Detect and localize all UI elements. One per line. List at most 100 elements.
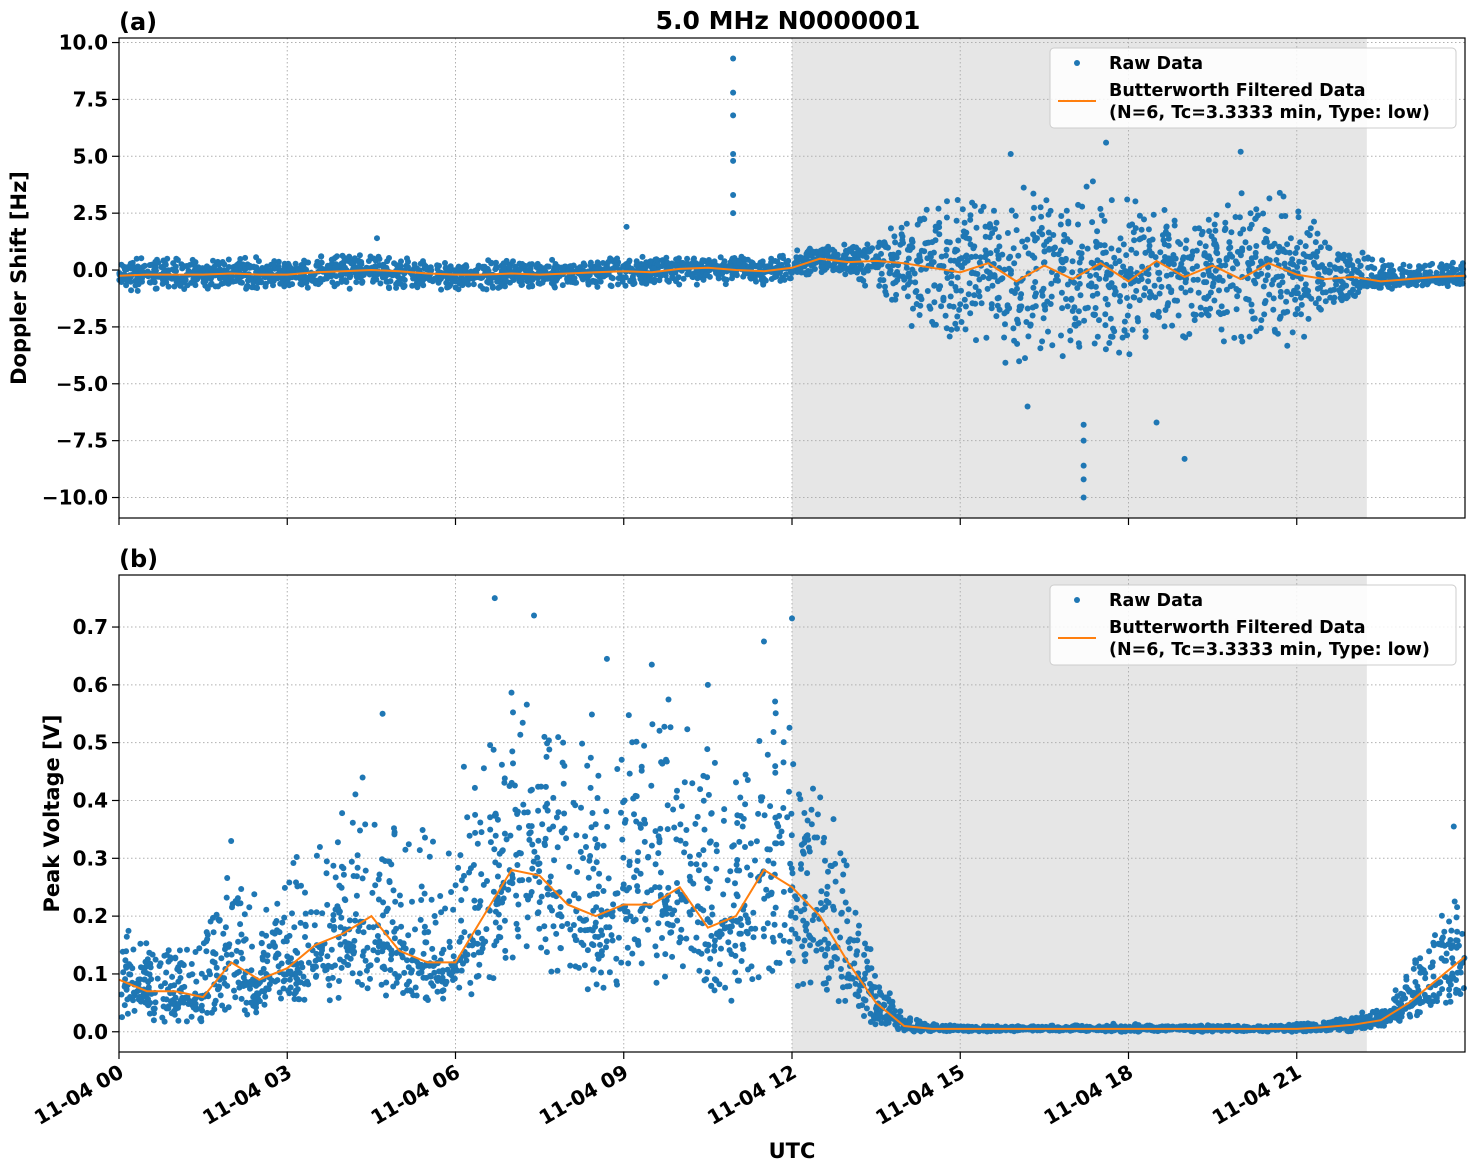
raw-data-point [353,892,360,899]
raw-data-points [116,55,1467,501]
raw-data-point [659,935,665,941]
raw-data-point [1155,269,1162,276]
raw-data-point [880,239,887,246]
raw-data-point [581,262,588,269]
raw-data-point [903,220,910,227]
raw-data-point [348,858,355,865]
raw-data-point [802,951,809,958]
raw-data-point [609,937,616,944]
raw-data-point [595,955,602,962]
raw-data-point [550,923,557,930]
raw-data-point [1126,222,1133,229]
raw-data-point [1079,203,1086,210]
raw-data-point [380,944,387,950]
raw-data-point [822,246,829,253]
raw-data-point [541,265,547,272]
raw-data-point [342,277,349,284]
raw-data-point [1200,271,1207,278]
raw-data-point [918,266,925,273]
raw-data-point [1094,228,1101,235]
raw-data-point [916,254,923,261]
raw-data-point [391,935,398,942]
raw-data-point [818,888,825,895]
raw-data-point [1270,306,1277,313]
raw-data-point [391,825,397,832]
raw-data-point [652,828,659,835]
raw-data-point [362,821,369,828]
raw-data-point [1015,252,1022,259]
raw-data-point [404,957,410,964]
raw-data-point [477,283,484,289]
raw-data-point [732,880,738,887]
raw-data-point [631,811,637,818]
raw-data-point [986,234,993,241]
raw-data-point [519,261,526,267]
raw-data-point [557,945,564,952]
raw-data-point [1080,462,1087,469]
raw-data-point [1205,312,1212,319]
raw-data-point [584,947,591,954]
raw-data-point [376,256,383,262]
y-tick-label: 0.2 [73,904,108,928]
raw-data-point [809,917,816,924]
raw-data-point [637,276,644,282]
raw-data-point [1089,219,1096,226]
raw-data-point [1112,288,1119,295]
raw-data-point [824,945,831,952]
raw-data-point [594,890,600,897]
raw-data-point [693,861,700,868]
raw-data-point [662,973,668,980]
raw-data-point [842,265,849,272]
raw-data-point [852,980,859,987]
raw-data-point [1182,334,1189,341]
raw-data-point [822,980,829,987]
raw-data-point [340,865,347,872]
raw-data-point [544,891,551,898]
raw-data-point [1206,228,1213,235]
raw-data-point [832,878,839,885]
raw-data-point [1302,243,1309,250]
raw-data-point [670,806,677,813]
raw-data-point [822,857,828,864]
raw-data-point [515,901,522,908]
raw-data-point [1169,322,1176,329]
raw-data-point [971,202,978,209]
raw-data-point [293,975,300,981]
raw-data-point [332,264,339,271]
raw-data-point [499,899,506,906]
raw-data-point [559,923,565,930]
raw-data-point [207,281,214,288]
raw-data-point [429,945,436,952]
raw-data-point [1262,298,1269,304]
raw-data-point [1153,419,1160,426]
raw-data-point [1001,266,1008,273]
raw-data-point [162,980,168,987]
raw-data-point [418,883,425,890]
raw-data-point [188,1013,195,1020]
raw-data-point [577,927,584,933]
raw-data-point [211,1000,218,1007]
raw-data-point [711,942,718,949]
raw-data-point [774,258,781,265]
raw-data-point [1091,312,1098,319]
raw-data-point [989,282,996,289]
raw-data-point [243,982,249,988]
raw-data-point [210,929,217,936]
raw-data-point [483,926,490,933]
raw-data-point [130,997,136,1004]
raw-data-point [970,245,977,252]
raw-data-point [509,748,516,755]
raw-data-point [326,982,333,989]
raw-data-point [1237,252,1244,259]
raw-data-point [472,811,479,818]
raw-data-point [323,858,330,865]
raw-data-point [1080,437,1087,444]
raw-data-point [276,989,283,996]
raw-data-point [898,224,905,231]
raw-data-point [592,836,599,843]
raw-data-point [417,916,424,923]
raw-data-point [954,325,960,332]
raw-data-point [595,772,602,779]
raw-data-point [1131,237,1138,244]
raw-data-point [583,844,589,850]
